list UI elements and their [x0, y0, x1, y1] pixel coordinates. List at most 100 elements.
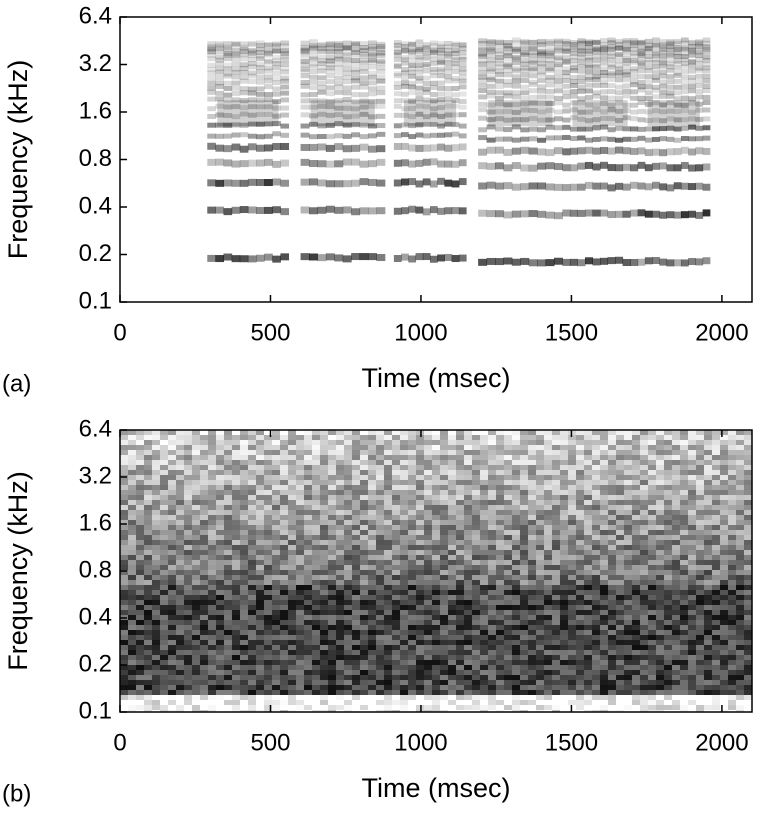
spectral-band [695, 48, 703, 53]
spectral-band [703, 95, 711, 100]
noise-cell [368, 475, 376, 480]
noise-cell [680, 575, 688, 580]
noise-cell [320, 535, 328, 540]
spectral-band [688, 40, 696, 45]
noise-cell [312, 520, 320, 525]
spectral-band [608, 77, 616, 82]
spectral-band [334, 76, 343, 81]
noise-cell [288, 595, 296, 600]
noise-cell [144, 605, 152, 610]
noise-cell [240, 645, 248, 650]
noise-cell [704, 585, 712, 590]
noise-cell [480, 645, 488, 650]
noise-cell [720, 500, 728, 505]
noise-cell [328, 485, 336, 490]
noise-cell [184, 590, 192, 595]
noise-cell [200, 615, 208, 620]
noise-cell [664, 560, 672, 565]
noise-cell [384, 545, 392, 550]
noise-cell [456, 440, 464, 445]
noise-cell [144, 635, 152, 640]
noise-cell [320, 595, 328, 600]
noise-cell [712, 490, 720, 495]
noise-cell [288, 565, 296, 570]
noise-cell [704, 615, 712, 620]
noise-cell [728, 445, 736, 450]
noise-cell [480, 590, 488, 595]
noise-cell [608, 560, 616, 565]
noise-cell [160, 525, 168, 530]
noise-cell [360, 510, 368, 515]
noise-cell [680, 585, 688, 590]
noise-cell [208, 580, 216, 585]
spectral-band [394, 104, 402, 109]
noise-cell [680, 500, 688, 505]
panel-label: (a) [2, 370, 31, 397]
noise-cell [432, 475, 440, 480]
spectral-band [401, 159, 409, 166]
spectral-band [623, 38, 631, 43]
noise-cell [584, 580, 592, 585]
noise-cell [320, 600, 328, 605]
noise-cell [168, 645, 176, 650]
noise-cell [440, 615, 448, 620]
noise-cell [584, 485, 592, 490]
noise-cell [528, 580, 536, 585]
spectral-band [368, 64, 377, 69]
noise-cell [336, 505, 344, 510]
noise-cell [672, 625, 680, 630]
spectral-band [623, 93, 631, 98]
noise-cell [240, 540, 248, 545]
spectral-band [645, 84, 653, 89]
noise-cell [328, 490, 336, 495]
spectral-band [394, 208, 402, 215]
noise-cell [176, 630, 184, 635]
noise-cell [416, 500, 424, 505]
noise-cell [216, 460, 224, 465]
noise-cell [256, 555, 264, 560]
noise-cell [192, 640, 200, 645]
noise-cell [472, 530, 480, 535]
noise-cell [432, 450, 440, 455]
noise-cell [576, 625, 584, 630]
spectral-band [638, 40, 646, 45]
spectral-band [623, 89, 631, 94]
noise-cell [152, 635, 160, 640]
noise-cell [656, 615, 664, 620]
noise-cell [520, 490, 528, 495]
spectral-band [495, 210, 504, 217]
noise-cell [456, 495, 464, 500]
noise-cell [232, 635, 240, 640]
noise-cell [592, 600, 600, 605]
noise-cell [120, 550, 128, 555]
noise-cell [568, 545, 576, 550]
noise-cell [288, 630, 296, 635]
noise-cell [648, 555, 656, 560]
noise-cell [240, 560, 248, 565]
noise-cell [312, 615, 320, 620]
spectral-band [659, 126, 667, 131]
spectral-band [562, 118, 570, 123]
spectral-band [343, 159, 352, 166]
noise-cell [376, 440, 384, 445]
noise-cell [240, 505, 248, 510]
noise-cell [288, 490, 296, 495]
noise-cell [256, 595, 264, 600]
noise-cell [232, 515, 240, 520]
noise-cell [736, 615, 744, 620]
noise-cell [120, 565, 128, 570]
noise-cell [496, 550, 504, 555]
noise-cell [304, 445, 312, 450]
noise-cell [264, 595, 272, 600]
noise-cell [208, 465, 216, 470]
spectral-band [256, 207, 265, 214]
noise-cell [480, 540, 488, 545]
noise-cell [160, 585, 168, 590]
noise-cell [520, 515, 528, 520]
spectral-band [659, 162, 667, 169]
noise-cell [480, 510, 488, 515]
noise-cell [640, 560, 648, 565]
spectral-band [592, 137, 600, 142]
spectral-band [232, 41, 241, 46]
noise-cell [168, 565, 176, 570]
